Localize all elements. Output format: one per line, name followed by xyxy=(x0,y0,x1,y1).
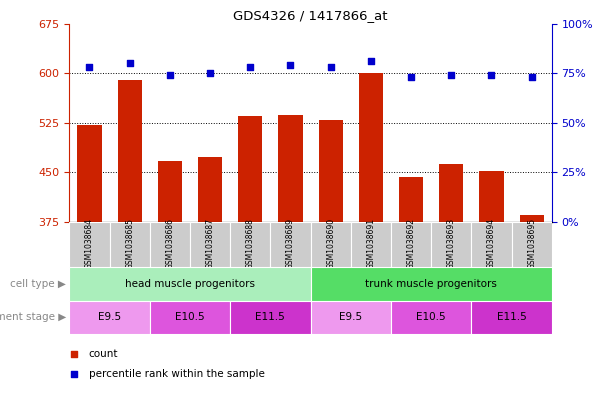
Point xyxy=(487,72,496,78)
Point xyxy=(326,64,335,70)
Bar xyxy=(311,222,351,267)
Text: GSM1038685: GSM1038685 xyxy=(125,218,134,269)
Text: trunk muscle progenitors: trunk muscle progenitors xyxy=(365,279,497,289)
Text: head muscle progenitors: head muscle progenitors xyxy=(125,279,255,289)
Bar xyxy=(318,119,343,222)
Bar xyxy=(69,267,311,301)
Bar xyxy=(69,222,110,267)
Bar xyxy=(511,222,552,267)
Bar xyxy=(69,301,150,334)
Bar xyxy=(359,73,383,222)
Bar xyxy=(270,222,311,267)
Bar xyxy=(150,222,190,267)
Text: E11.5: E11.5 xyxy=(497,312,526,322)
Text: count: count xyxy=(89,349,118,359)
Point xyxy=(84,64,94,70)
Bar xyxy=(150,301,230,334)
Text: GSM1038690: GSM1038690 xyxy=(326,218,335,269)
Bar xyxy=(479,171,504,222)
Text: GSM1038687: GSM1038687 xyxy=(206,218,215,269)
Text: E11.5: E11.5 xyxy=(256,312,285,322)
Bar xyxy=(399,177,423,222)
Text: GSM1038689: GSM1038689 xyxy=(286,218,295,269)
Text: GSM1038693: GSM1038693 xyxy=(447,218,456,269)
Bar xyxy=(431,222,472,267)
Point xyxy=(406,74,416,80)
Point xyxy=(350,77,359,84)
Point xyxy=(205,70,215,76)
Point xyxy=(245,64,255,70)
Bar xyxy=(238,116,262,222)
Text: GSM1038695: GSM1038695 xyxy=(527,218,536,269)
Bar xyxy=(198,157,222,222)
Text: E9.5: E9.5 xyxy=(339,312,362,322)
Bar xyxy=(110,222,150,267)
Point xyxy=(165,72,175,78)
Bar xyxy=(311,267,552,301)
Bar xyxy=(230,222,270,267)
Text: GSM1038694: GSM1038694 xyxy=(487,218,496,269)
Text: development stage ▶: development stage ▶ xyxy=(0,312,66,322)
Text: E10.5: E10.5 xyxy=(416,312,446,322)
Text: GSM1038686: GSM1038686 xyxy=(165,218,174,269)
Text: percentile rank within the sample: percentile rank within the sample xyxy=(89,369,265,379)
Bar xyxy=(311,301,391,334)
Bar xyxy=(439,164,463,222)
Text: GSM1038692: GSM1038692 xyxy=(406,218,415,269)
Point xyxy=(286,62,295,68)
Bar xyxy=(391,301,472,334)
Bar xyxy=(279,115,303,222)
Text: GSM1038688: GSM1038688 xyxy=(246,218,254,269)
Bar xyxy=(351,222,391,267)
Point xyxy=(366,58,376,64)
Text: GSM1038691: GSM1038691 xyxy=(367,218,375,269)
Text: GSM1038684: GSM1038684 xyxy=(85,218,94,269)
Point xyxy=(125,60,134,66)
Bar xyxy=(158,161,182,222)
Bar xyxy=(190,222,230,267)
Point xyxy=(446,72,456,78)
Bar xyxy=(520,215,544,222)
Bar xyxy=(118,80,142,222)
Text: E10.5: E10.5 xyxy=(175,312,205,322)
Bar xyxy=(230,301,311,334)
Text: E9.5: E9.5 xyxy=(98,312,121,322)
Title: GDS4326 / 1417866_at: GDS4326 / 1417866_at xyxy=(233,9,388,22)
Point xyxy=(350,262,359,268)
Bar xyxy=(391,222,431,267)
Bar xyxy=(77,125,101,222)
Bar xyxy=(472,301,552,334)
Text: cell type ▶: cell type ▶ xyxy=(10,279,66,289)
Bar xyxy=(472,222,511,267)
Point xyxy=(527,74,537,80)
